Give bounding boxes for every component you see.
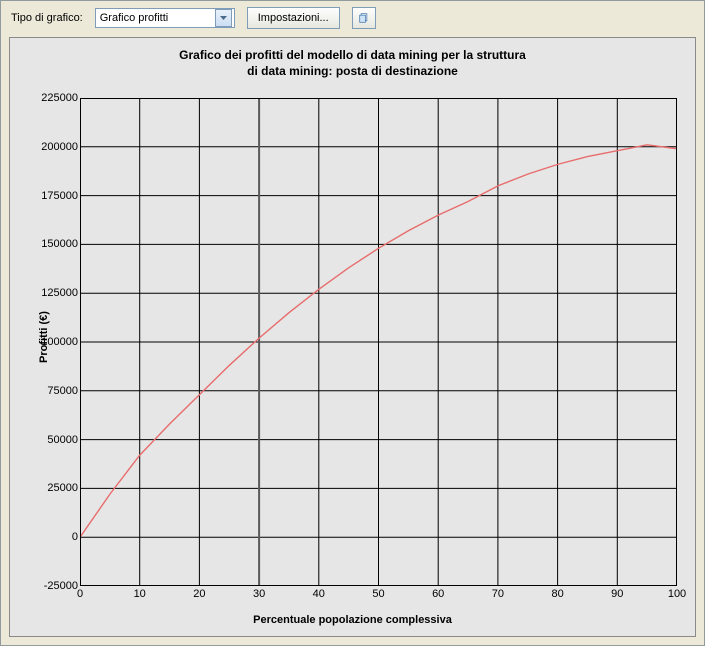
toolbar: Tipo di grafico: Grafico profitti Impost… [1,1,704,35]
y-tick: 150000 [40,238,78,250]
y-tick: -25000 [40,580,78,592]
x-tick: 10 [134,588,146,600]
y-tick: 200000 [40,141,78,153]
copy-icon [359,11,369,25]
chart-type-dropdown[interactable]: Grafico profitti [95,8,235,28]
x-tick: 70 [492,588,504,600]
x-tick: 90 [611,588,623,600]
x-tick: 100 [668,588,686,600]
chart-panel: Grafico dei profitti del modello di data… [9,37,696,637]
y-tick: 75000 [40,385,78,397]
y-tick: 175000 [40,190,78,202]
settings-button-label: Impostazioni... [258,12,329,24]
y-tick: 100000 [40,336,78,348]
x-tick: 20 [193,588,205,600]
y-tick: 225000 [40,92,78,104]
chart-type-label: Tipo di grafico: [11,12,83,24]
y-tick-labels: -250000250005000075000100000125000150000… [40,98,78,586]
chart-title-line2: di data mining: posta di destinazione [247,64,458,78]
y-tick: 125000 [40,287,78,299]
chevron-down-icon [215,9,232,27]
y-tick: 50000 [40,434,78,446]
app-window: Tipo di grafico: Grafico profitti Impost… [0,0,705,646]
chart-title-line1: Grafico dei profitti del modello di data… [179,48,526,62]
chart-type-selected: Grafico profitti [100,12,168,24]
plot-svg [80,98,677,586]
x-axis-label: Percentuale popolazione complessiva [10,614,695,626]
x-tick: 0 [77,588,83,600]
x-tick: 80 [551,588,563,600]
y-tick: 25000 [40,482,78,494]
x-tick: 60 [432,588,444,600]
x-tick: 50 [372,588,384,600]
copy-button[interactable] [352,7,376,29]
y-tick: 0 [40,531,78,543]
x-tick: 30 [253,588,265,600]
x-tick-labels: 0102030405060708090100 [80,588,677,602]
plot-area [80,98,677,586]
chart-title: Grafico dei profitti del modello di data… [10,38,695,83]
settings-button[interactable]: Impostazioni... [247,7,340,29]
x-tick: 40 [313,588,325,600]
